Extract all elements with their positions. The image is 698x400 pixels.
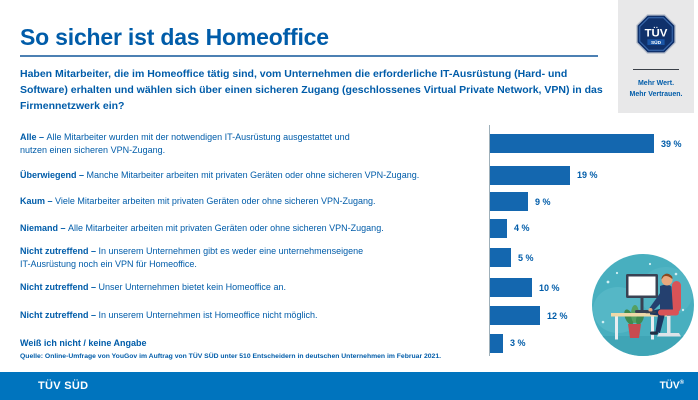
category-dash: – xyxy=(88,246,99,257)
bar xyxy=(490,165,570,185)
chart-row: Nicht zutreffend – In unserem Unternehme… xyxy=(20,301,690,330)
bar-cell: 9 % xyxy=(489,188,690,215)
category-dash: – xyxy=(88,282,99,293)
category-label: Nicht zutreffend – In unserem Unternehme… xyxy=(20,309,489,321)
category-label: Nicht zutreffend – Unser Unternehmen bie… xyxy=(20,281,489,293)
bar-cell: 19 % xyxy=(489,162,690,188)
tagline-line-2: Mehr Vertrauen. xyxy=(629,91,683,99)
bar-cell: 12 % xyxy=(489,301,690,330)
chart-row: Nicht zutreffend – Unser Unternehmen bie… xyxy=(20,274,690,301)
bar xyxy=(490,248,511,267)
footer-bar: TÜV SÜD TÜV® xyxy=(0,372,698,400)
bar-cell: 39 % xyxy=(489,125,690,162)
bar-chart: Alle – Alle Mitarbeiter wurden mit der n… xyxy=(20,125,690,356)
category-description: Unser Unternehmen bietet kein Homeoffice… xyxy=(98,282,286,293)
panel-divider xyxy=(633,69,679,70)
tagline-line-1: Mehr Wert. xyxy=(637,80,675,87)
logo-text: TÜV xyxy=(645,26,668,39)
bar-cell: 3 % xyxy=(489,330,690,356)
bar-cell: 5 % xyxy=(489,241,690,274)
category-term: Kaum xyxy=(20,196,46,207)
person-icon xyxy=(648,273,679,335)
category-term: Nicht zutreffend xyxy=(20,246,89,257)
homeoffice-illustration xyxy=(592,254,694,356)
monitor-icon xyxy=(626,274,658,313)
brand-panel: TÜV SÜD Mehr Wert. Mehr Vertrauen. xyxy=(618,0,694,113)
bar xyxy=(490,333,503,353)
tuv-sud-logo-icon: TÜV SÜD xyxy=(636,14,676,54)
chart-row: Nicht zutreffend – In unserem Unternehme… xyxy=(20,241,690,274)
bar-cell: 4 % xyxy=(489,215,690,241)
footer-brand-text: TÜV SÜD xyxy=(38,380,89,392)
bar-value-label: 9 % xyxy=(535,196,551,207)
category-term: Nicht zutreffend xyxy=(20,282,89,293)
category-label: Überwiegend – Manche Mitarbeiter arbeite… xyxy=(20,169,489,181)
bar-value-label: 39 % xyxy=(661,138,682,149)
category-label: Weiß ich nicht / keine Angabe xyxy=(20,337,489,349)
title-underline xyxy=(20,55,598,57)
bar-value-label: 19 % xyxy=(577,170,598,180)
category-term: Weiß ich nicht / keine Angabe xyxy=(20,337,147,348)
bar-value-label: 3 % xyxy=(510,338,526,348)
bar xyxy=(490,306,540,325)
bar xyxy=(490,134,654,153)
bar-value-label: 4 % xyxy=(514,223,530,233)
category-dash: – xyxy=(45,196,56,207)
category-label: Niemand – Alle Mitarbeiter arbeiten mit … xyxy=(20,222,489,234)
category-term: Alle xyxy=(20,132,37,143)
bar-value-label: 12 % xyxy=(547,310,568,321)
chart-row: Weiß ich nicht / keine Angabe 3 % xyxy=(20,330,690,356)
category-label: Nicht zutreffend – In unserem Unternehme… xyxy=(20,245,489,269)
category-dash: – xyxy=(36,132,47,143)
logo-subtext: SÜD xyxy=(651,39,662,46)
page-title: So sicher ist das Homeoffice xyxy=(20,24,329,50)
survey-question: Haben Mitarbeiter, die im Homeoffice tät… xyxy=(20,68,603,112)
category-description: Alle Mitarbeiter arbeiten mit privaten G… xyxy=(68,222,384,233)
bar xyxy=(490,192,528,211)
brand-tagline: Mehr Wert. Mehr Vertrauen. xyxy=(618,78,694,100)
chair-icon xyxy=(657,281,681,337)
bar xyxy=(490,218,507,238)
category-label: Kaum – Viele Mitarbeiter arbeiten mit pr… xyxy=(20,195,489,207)
category-term: Niemand xyxy=(20,222,59,233)
category-dash: – xyxy=(58,222,69,233)
chart-row: Alle – Alle Mitarbeiter wurden mit der n… xyxy=(20,125,690,162)
bar xyxy=(490,278,532,297)
category-term: Nicht zutreffend xyxy=(20,310,89,321)
category-label: Alle – Alle Mitarbeiter wurden mit der n… xyxy=(20,131,489,155)
footer-logo-text: TÜV® xyxy=(659,380,684,392)
bar-value-label: 10 % xyxy=(539,282,560,293)
category-term: Überwiegend xyxy=(20,169,77,180)
category-description: Viele Mitarbeiter arbeiten mit privaten … xyxy=(55,196,376,207)
chart-row: Kaum – Viele Mitarbeiter arbeiten mit pr… xyxy=(20,188,690,215)
category-description: Alle Mitarbeiter wurden mit der notwendi… xyxy=(20,132,350,155)
category-description: Manche Mitarbeiter arbeiten mit privaten… xyxy=(86,169,420,180)
chart-row: Überwiegend – Manche Mitarbeiter arbeite… xyxy=(20,162,690,188)
bar-cell: 10 % xyxy=(489,274,690,301)
category-description: In unserem Unternehmen gibt es weder ein… xyxy=(20,246,364,269)
chart-row: Niemand – Alle Mitarbeiter arbeiten mit … xyxy=(20,215,690,241)
category-dash: – xyxy=(76,169,87,180)
bar-value-label: 5 % xyxy=(518,252,534,263)
category-dash: – xyxy=(88,310,99,321)
category-description: In unserem Unternehmen ist Homeoffice ni… xyxy=(98,310,318,321)
source-note: Quelle: Online-Umfrage von YouGov im Auf… xyxy=(20,353,441,360)
